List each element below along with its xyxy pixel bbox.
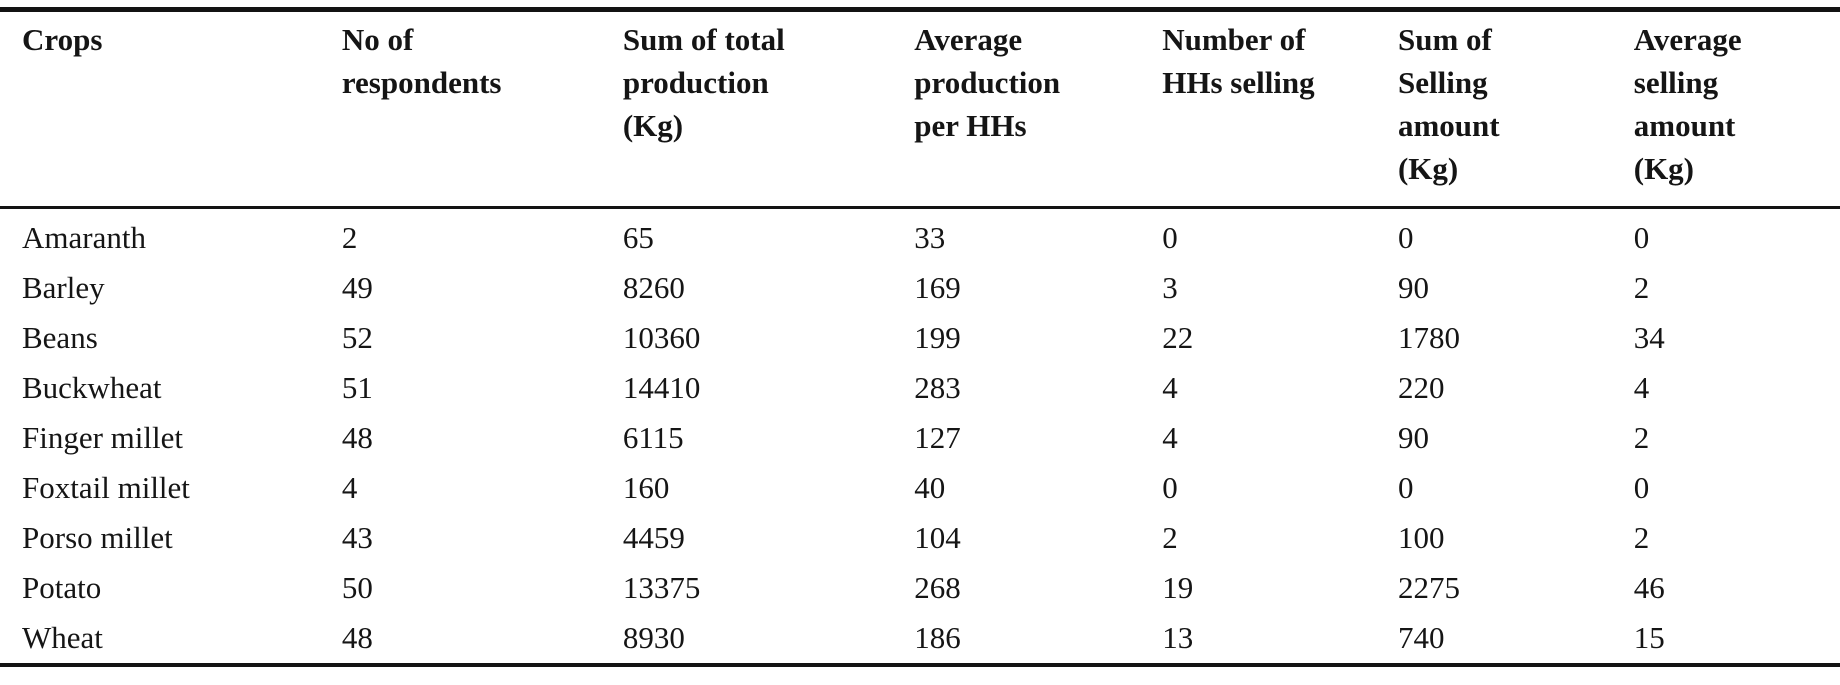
value-cell: 40 bbox=[914, 470, 946, 505]
table-row: Wheat 48 8930 186 13 740 15 bbox=[0, 613, 1840, 665]
value-cell: 43 bbox=[341, 520, 373, 555]
value-cell: 169 bbox=[914, 270, 961, 305]
value-cell: 160 bbox=[622, 470, 670, 505]
value-cell: 2275 bbox=[1397, 570, 1460, 605]
value-cell: 0 bbox=[1397, 470, 1414, 505]
value-cell: 2 bbox=[1633, 420, 1650, 455]
column-header-sum-total-production: Sum of total production (Kg) bbox=[622, 22, 785, 143]
value-cell: 3 bbox=[1162, 270, 1178, 305]
value-cell: 220 bbox=[1397, 370, 1445, 405]
value-cell: 0 bbox=[1397, 220, 1414, 255]
value-cell: 48 bbox=[341, 420, 373, 455]
value-cell: 19 bbox=[1162, 570, 1194, 605]
value-cell: 34 bbox=[1633, 320, 1665, 355]
value-cell: 2 bbox=[1633, 270, 1650, 305]
value-cell: 0 bbox=[1162, 470, 1178, 505]
table-row: Beans 52 10360 199 22 1780 34 bbox=[0, 313, 1840, 363]
value-cell: 52 bbox=[341, 320, 373, 355]
column-header-crops: Crops bbox=[22, 22, 103, 57]
crop-name-cell: Buckwheat bbox=[22, 370, 162, 405]
value-cell: 50 bbox=[341, 570, 373, 605]
value-cell: 46 bbox=[1633, 570, 1665, 605]
value-cell: 2 bbox=[1162, 520, 1178, 555]
value-cell: 13375 bbox=[622, 570, 701, 605]
value-cell: 51 bbox=[341, 370, 373, 405]
table-row: Buckwheat 51 14410 283 4 220 4 bbox=[0, 363, 1840, 413]
value-cell: 10360 bbox=[622, 320, 701, 355]
table-row: Finger millet 48 6115 127 4 90 2 bbox=[0, 413, 1840, 463]
table-row: Amaranth 2 65 33 0 0 0 bbox=[0, 208, 1840, 264]
value-cell: 48 bbox=[341, 620, 373, 655]
column-header-avg-production: Average production per HHs bbox=[914, 22, 1061, 143]
crop-name-cell: Finger millet bbox=[22, 420, 184, 455]
table-header: Crops No of respondents Sum of total pro… bbox=[0, 10, 1840, 208]
crop-name-cell: Beans bbox=[22, 320, 98, 355]
value-cell: 90 bbox=[1397, 420, 1429, 455]
value-cell: 49 bbox=[341, 270, 373, 305]
value-cell: 8260 bbox=[622, 270, 685, 305]
value-cell: 33 bbox=[914, 220, 946, 255]
crop-name-cell: Amaranth bbox=[22, 220, 146, 255]
value-cell: 186 bbox=[914, 620, 961, 655]
value-cell: 740 bbox=[1397, 620, 1445, 655]
table-row: Porso millet 43 4459 104 2 100 2 bbox=[0, 513, 1840, 563]
value-cell: 199 bbox=[914, 320, 961, 355]
crop-name-cell: Porso millet bbox=[22, 520, 173, 555]
table-row: Potato 50 13375 268 19 2275 46 bbox=[0, 563, 1840, 613]
value-cell: 22 bbox=[1162, 320, 1194, 355]
value-cell: 2 bbox=[1633, 520, 1650, 555]
value-cell: 4459 bbox=[622, 520, 685, 555]
crop-name-cell: Foxtail millet bbox=[22, 470, 190, 505]
value-cell: 127 bbox=[914, 420, 961, 455]
value-cell: 4 bbox=[341, 470, 358, 505]
value-cell: 1780 bbox=[1397, 320, 1460, 355]
value-cell: 8930 bbox=[622, 620, 685, 655]
table-body: Amaranth 2 65 33 0 0 0 Barley 49 8260 169 3 90 2 Beans… bbox=[0, 208, 1840, 666]
value-cell: 100 bbox=[1397, 520, 1445, 555]
value-cell: 268 bbox=[914, 570, 961, 605]
value-cell: 13 bbox=[1162, 620, 1194, 655]
header-row: Crops No of respondents Sum of total pro… bbox=[0, 10, 1840, 208]
crop-production-table: Crops No of respondents Sum of total pro… bbox=[0, 7, 1840, 667]
crop-name-cell: Barley bbox=[22, 270, 105, 305]
column-header-sum-selling-amount: Sum of Selling amount (Kg) bbox=[1397, 22, 1500, 186]
value-cell: 4 bbox=[1633, 370, 1650, 405]
column-header-hhs-selling: Number of HHs selling bbox=[1162, 22, 1315, 100]
table-row: Foxtail millet 4 160 40 0 0 0 bbox=[0, 463, 1840, 513]
column-header-avg-selling-amount: Average selling amount (Kg) bbox=[1633, 22, 1742, 186]
value-cell: 0 bbox=[1633, 220, 1650, 255]
value-cell: 14410 bbox=[622, 370, 701, 405]
value-cell: 4 bbox=[1162, 370, 1178, 405]
table-row: Barley 49 8260 169 3 90 2 bbox=[0, 263, 1840, 313]
crop-name-cell: Potato bbox=[22, 570, 102, 605]
crop-name-cell: Wheat bbox=[22, 620, 103, 655]
value-cell: 15 bbox=[1633, 620, 1665, 655]
value-cell: 90 bbox=[1397, 270, 1429, 305]
value-cell: 4 bbox=[1162, 420, 1178, 455]
value-cell: 104 bbox=[914, 520, 961, 555]
value-cell: 2 bbox=[341, 220, 358, 255]
value-cell: 283 bbox=[914, 370, 961, 405]
value-cell: 0 bbox=[1633, 470, 1650, 505]
column-header-no-of-respondents: No of respondents bbox=[341, 22, 502, 100]
value-cell: 6115 bbox=[622, 420, 684, 455]
value-cell: 0 bbox=[1162, 220, 1178, 255]
value-cell: 65 bbox=[622, 220, 654, 255]
